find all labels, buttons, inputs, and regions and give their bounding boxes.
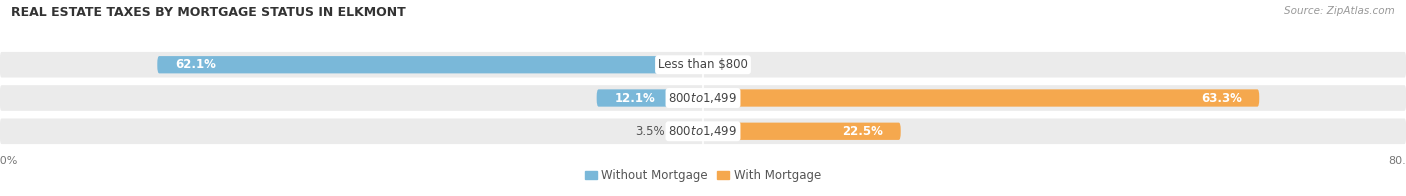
Text: $800 to $1,499: $800 to $1,499	[668, 124, 738, 138]
Text: 12.1%: 12.1%	[614, 92, 655, 104]
FancyBboxPatch shape	[0, 85, 1406, 111]
FancyBboxPatch shape	[703, 123, 901, 140]
Text: REAL ESTATE TAXES BY MORTGAGE STATUS IN ELKMONT: REAL ESTATE TAXES BY MORTGAGE STATUS IN …	[11, 6, 406, 19]
FancyBboxPatch shape	[672, 123, 703, 140]
FancyBboxPatch shape	[0, 52, 1406, 78]
FancyBboxPatch shape	[157, 56, 703, 73]
Text: 3.5%: 3.5%	[636, 125, 665, 138]
Text: 0.0%: 0.0%	[710, 58, 740, 71]
Text: $800 to $1,499: $800 to $1,499	[668, 91, 738, 105]
Legend: Without Mortgage, With Mortgage: Without Mortgage, With Mortgage	[585, 169, 821, 182]
FancyBboxPatch shape	[596, 89, 703, 107]
FancyBboxPatch shape	[703, 89, 1260, 107]
Text: Source: ZipAtlas.com: Source: ZipAtlas.com	[1284, 6, 1395, 16]
Text: Less than $800: Less than $800	[658, 58, 748, 71]
Text: 62.1%: 62.1%	[174, 58, 215, 71]
FancyBboxPatch shape	[0, 118, 1406, 144]
Text: 22.5%: 22.5%	[842, 125, 883, 138]
Text: 63.3%: 63.3%	[1201, 92, 1241, 104]
